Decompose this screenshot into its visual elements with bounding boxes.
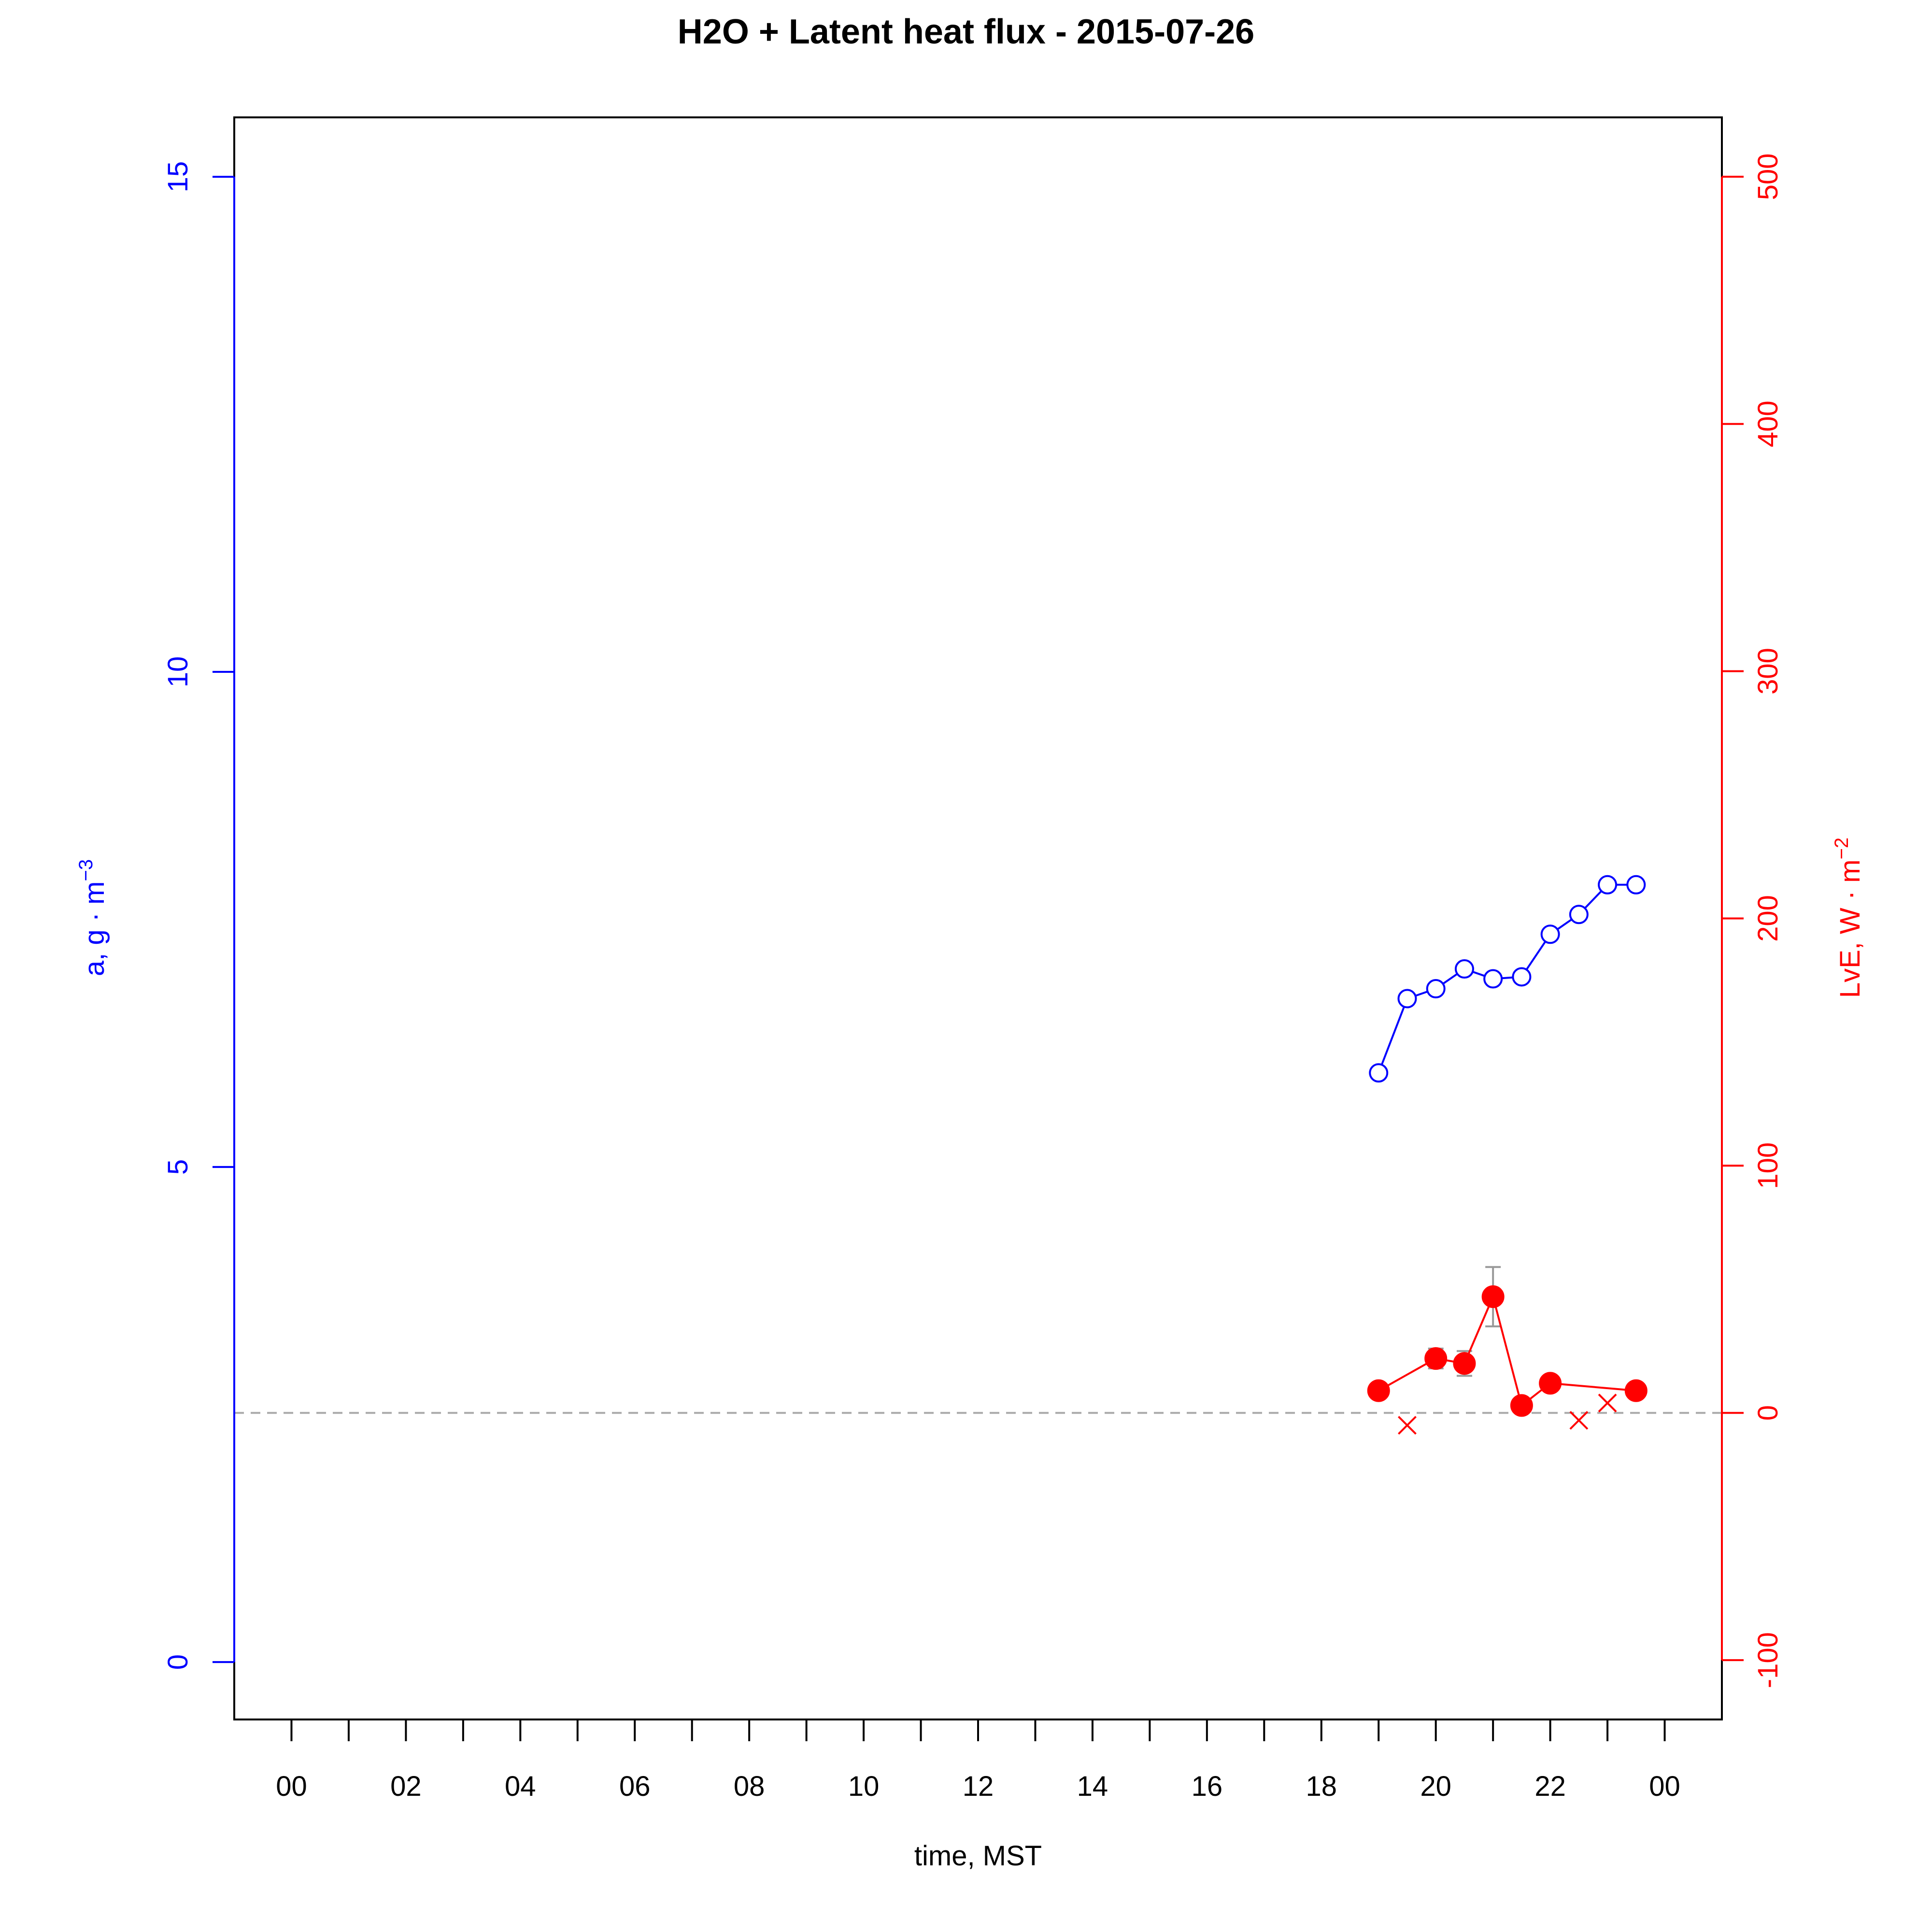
data-point [1397,989,1417,1009]
data-point [1569,1411,1589,1430]
plot-frame [233,116,1723,1720]
data-point [1512,967,1532,987]
left-y-axis-label-base: a, g · m [79,881,110,977]
right-y-axis-label-base: LvE, W · m [1834,859,1866,998]
data-point [1367,1379,1390,1402]
data-point [1483,969,1503,989]
x-axis: 00 02 04 06 08 10 12 14 16 18 20 22 00 [276,1719,1680,1802]
series-2 [1367,1266,1648,1417]
right-tick-label: 100 [1752,1142,1784,1189]
x-tick-label: 00 [276,1771,307,1802]
x-tick-label: 02 [390,1771,422,1802]
x-tick-label: 10 [848,1771,880,1802]
x-tick-label: 16 [1192,1771,1223,1802]
x-tick-label: 04 [505,1771,536,1802]
left-tick-label: 10 [162,656,194,688]
x-tick-label: 22 [1534,1771,1566,1802]
data-point [1624,1379,1648,1402]
right-tick-label: -100 [1752,1632,1784,1688]
data-point [1540,924,1560,944]
data-point [1426,979,1446,999]
data-point [1598,1393,1617,1413]
left-y-axis-label: a, g · m−3 [75,859,110,976]
left-tick-label: 0 [162,1654,194,1670]
data-point [1626,875,1646,895]
series-line [1378,1293,1636,1407]
x-tick-label: 14 [1077,1771,1108,1802]
data-point [1398,1416,1417,1435]
right-y-axis: -100 0 100 200 300 400 500 [1721,153,1784,1688]
left-y-axis: 0 5 10 15 [162,161,235,1670]
right-tick-label: 500 [1752,153,1784,200]
data-point [1598,875,1618,895]
right-tick-label: 300 [1752,648,1784,695]
series-layer [1367,875,1648,1435]
right-y-axis-label: LvE, W · m−2 [1831,838,1866,998]
x-axis-label: time, MST [914,1840,1042,1872]
data-point [1453,1352,1476,1375]
left-tick-label: 15 [162,161,194,193]
x-tick-label: 06 [619,1771,651,1802]
x-tick-label: 08 [734,1771,765,1802]
x-tick-label: 20 [1420,1771,1451,1802]
series-1 [1369,875,1646,1083]
chart-title: H2O + Latent heat flux - 2015-07-26 [678,13,1254,51]
left-y-axis-label-sup: −3 [75,859,97,881]
x-tick-label: 00 [1649,1771,1680,1802]
right-y-axis-label-sup: −2 [1831,838,1852,860]
right-tick-label: 400 [1752,400,1784,447]
left-tick-label: 5 [162,1159,194,1175]
data-point [1510,1394,1533,1417]
data-point [1369,1063,1389,1083]
data-point [1569,905,1589,924]
data-point [1481,1285,1505,1308]
right-tick-label: 0 [1752,1405,1784,1421]
series-line [1378,883,1636,1074]
right-tick-label: 200 [1752,895,1784,942]
x-tick-label: 18 [1306,1771,1337,1802]
data-point [1539,1372,1562,1395]
series-3 [1398,1393,1617,1435]
x-tick-label: 12 [963,1771,994,1802]
data-point [1424,1347,1448,1370]
data-point [1454,959,1474,979]
